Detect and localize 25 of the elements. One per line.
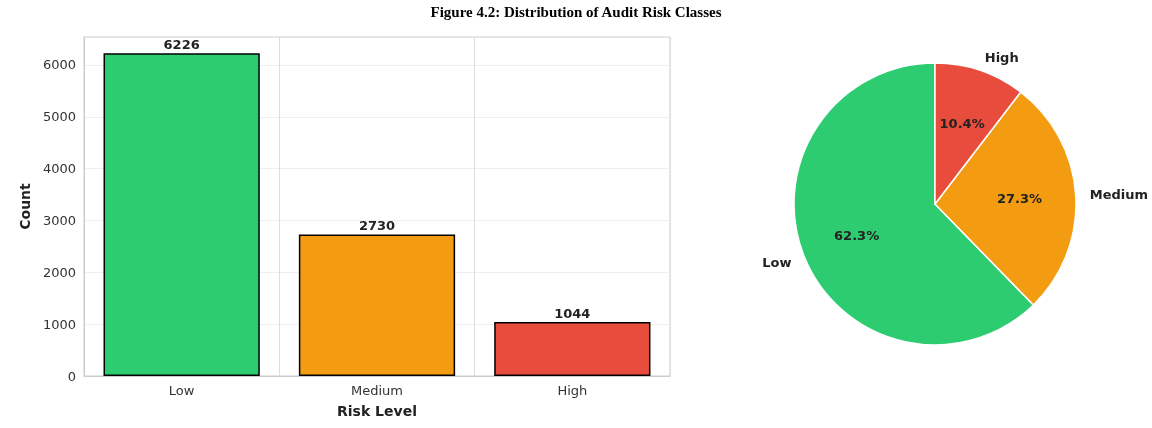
data-label: 10.4% xyxy=(938,114,986,133)
bar xyxy=(298,234,456,376)
x-axis-title: Risk Level xyxy=(337,403,417,419)
slice-label: Medium xyxy=(1089,187,1149,203)
chart-title: Figure 4.2: Distribution of Audit Risk Classes xyxy=(429,4,723,21)
x-tick-label: Medium xyxy=(351,383,403,398)
data-label: 2730 xyxy=(358,218,396,234)
y-tick-label: 1000 xyxy=(42,316,76,332)
y-tick-label: 6000 xyxy=(42,57,76,73)
y-tick-label: 4000 xyxy=(42,161,76,177)
y-tick-label: 0 xyxy=(67,368,76,384)
slice-label: Low xyxy=(762,254,792,270)
y-tick-label: 5000 xyxy=(42,109,76,125)
data-label: 1044 xyxy=(554,305,591,321)
y-axis-title: Count xyxy=(17,182,33,230)
data-label: 27.3% xyxy=(995,189,1043,208)
slice-label: High xyxy=(984,49,1019,65)
bar xyxy=(103,53,260,376)
y-tick-label: 3000 xyxy=(42,213,76,228)
y-tick-label: 2000 xyxy=(42,264,76,280)
x-tick-label: High xyxy=(557,383,588,398)
x-tick-label: Low xyxy=(168,383,195,398)
data-label: 6226 xyxy=(163,37,200,53)
bar xyxy=(494,321,651,376)
data-label: 62.3% xyxy=(833,226,881,245)
